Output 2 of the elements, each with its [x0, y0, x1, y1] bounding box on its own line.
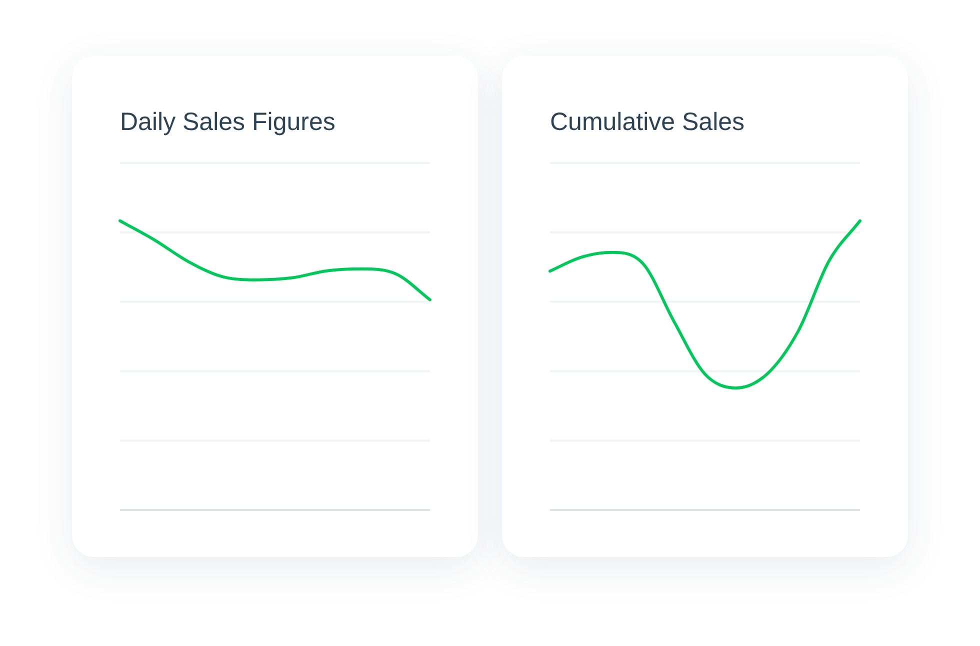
chart-title: Cumulative Sales: [550, 108, 745, 137]
chart-title: Daily Sales Figures: [120, 108, 336, 137]
